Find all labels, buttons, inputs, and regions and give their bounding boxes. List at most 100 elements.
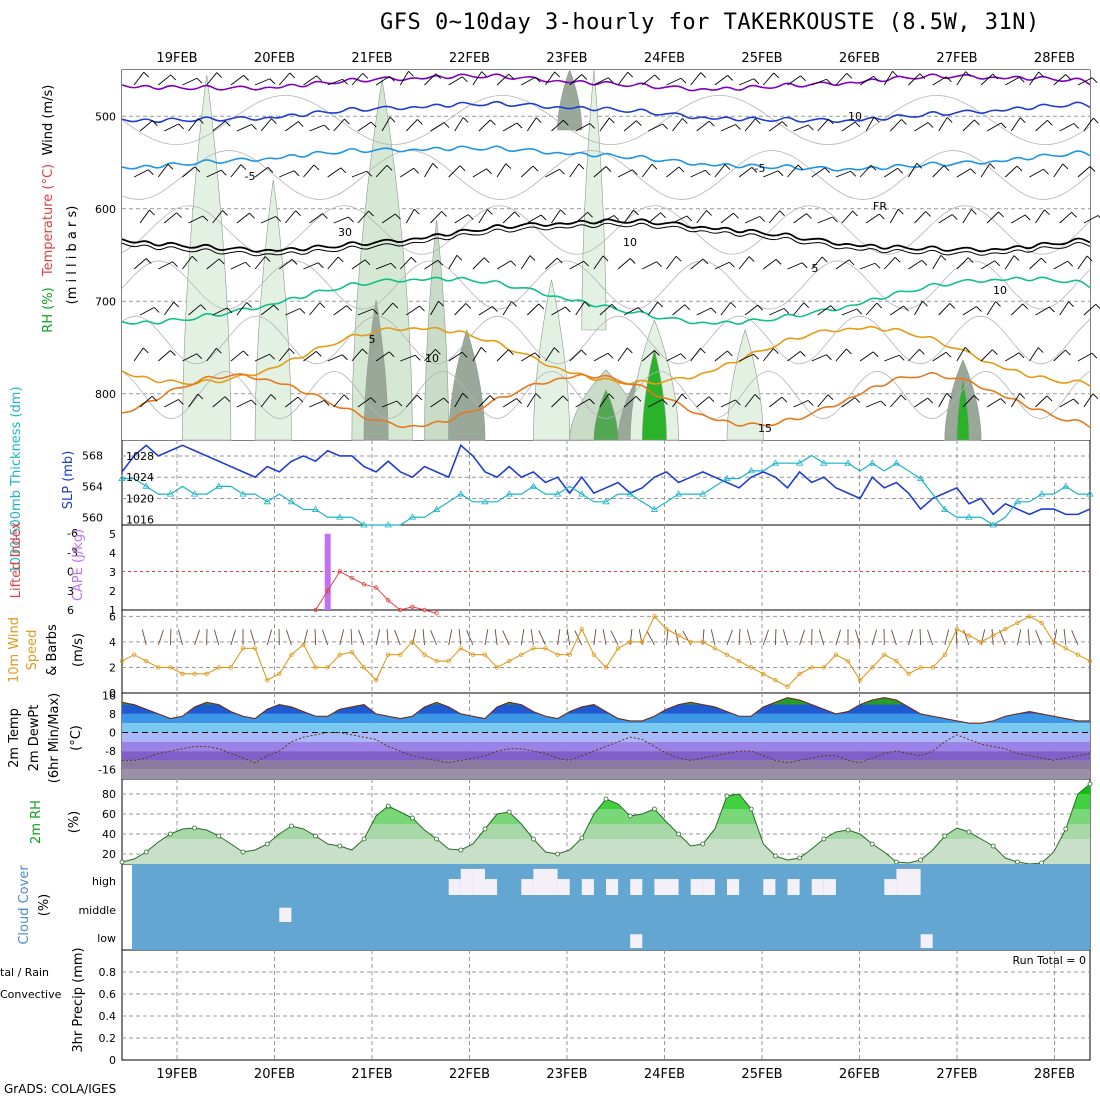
wind-barb-flag (735, 124, 741, 130)
date-label-top: 23FEB (546, 51, 587, 66)
wind-barb (333, 216, 349, 224)
wind-barb (381, 116, 391, 132)
wind-barb-flag (316, 75, 322, 82)
rh-marker (652, 806, 657, 812)
rh-marker (506, 809, 512, 815)
wind-barb-flag (1089, 166, 1096, 172)
wind-barb (230, 164, 242, 178)
wind10-barb (871, 629, 878, 646)
wind-barb (1029, 168, 1044, 178)
wind-barb-flag (410, 256, 417, 263)
wind-barb-flag (651, 163, 658, 170)
ylabel-cape: CAPE (J/kg) (71, 529, 86, 601)
wind-barb (744, 304, 758, 316)
wind-barb-flag (563, 119, 569, 126)
wind-barb (841, 210, 853, 224)
wind-barb (714, 350, 728, 362)
wind-barb-flag (897, 208, 904, 215)
wind-barb-flag (170, 350, 176, 356)
wind10-barb (169, 628, 172, 646)
rh-marker (579, 835, 585, 841)
wind10-barb (141, 629, 147, 646)
wind-barb-flag (271, 118, 277, 125)
wind-barb-flag (589, 398, 595, 405)
wind-barb-flag (633, 209, 639, 216)
wind-barb (617, 258, 631, 270)
wind-barb (478, 119, 491, 132)
wind-barb (575, 123, 591, 132)
wind-barb (279, 170, 295, 178)
wind-barb-flag (170, 74, 177, 81)
wind-barb-flag (1000, 122, 1007, 129)
wind-barb-flag (264, 256, 271, 262)
rh-marker (288, 823, 294, 829)
wind-barb-flag (821, 256, 828, 263)
wind10-marker (688, 639, 693, 645)
wind-barb (206, 169, 222, 178)
wind10-marker (301, 642, 306, 647)
wind-barb-flag (682, 118, 688, 124)
cloud-level-label: high (92, 875, 116, 888)
wind-barb-flag (1047, 119, 1053, 126)
wind-barb-flag (240, 164, 247, 170)
wind-barb-flag (808, 124, 814, 131)
wind-barb-flag (748, 256, 755, 262)
wind-barb (182, 255, 193, 270)
wind10-marker (410, 639, 415, 645)
wind-barb-flag (295, 210, 301, 217)
wind-barb-flag (200, 304, 207, 311)
wind-barb-flag (974, 119, 980, 126)
wind-barb (279, 259, 293, 270)
li-marker (349, 575, 355, 581)
contour-label: 5 (812, 262, 819, 275)
wind-barb-flag (848, 259, 855, 266)
wind-barb-flag (297, 121, 304, 127)
wind10-marker (1075, 652, 1081, 657)
wind-barb-flag (777, 170, 784, 177)
wind10-barb (1027, 629, 1030, 646)
precip-panel: 0.8 0.6 0.4 0.2 0 Run Total = 0 (99, 954, 1090, 1067)
wind-barb (188, 393, 199, 408)
wind-barb (236, 124, 252, 132)
wind-barb-flag (1040, 257, 1047, 264)
wind-barb (666, 166, 680, 178)
wind-barb (1005, 76, 1020, 86)
ylabel-thickness: 1000-500mb Thickness (dm) (9, 386, 24, 573)
wind-barb-flag (945, 351, 952, 358)
wind-barb-flag (492, 306, 498, 312)
wind-barb (962, 306, 977, 316)
wind-barb-flag (773, 72, 780, 79)
wind-barb (986, 301, 996, 316)
wind-barb-flag (191, 255, 198, 262)
grads-credit: GrADS: COLA/IGES (4, 1082, 117, 1096)
wind10-barb (746, 629, 752, 646)
wind-barb (817, 118, 829, 132)
wind-barb (575, 398, 590, 408)
temp-ytick: 0 (109, 727, 116, 740)
wind-barb-flag (413, 208, 420, 215)
wind10-barb (927, 629, 934, 646)
ylabel-temp: Temperature (°C) (41, 164, 56, 277)
wind-barb (962, 209, 972, 224)
wind-barb (351, 170, 367, 178)
wind-barb-flag (680, 77, 687, 84)
wind-barb (932, 255, 942, 270)
wind10-barb (602, 629, 607, 646)
wind-barb-flag (925, 211, 931, 217)
wind-barb (454, 117, 464, 132)
wind-barb-flag (348, 216, 354, 223)
wind10-barb (213, 629, 220, 646)
wind-barb-flag (852, 210, 858, 217)
wind-barb (841, 121, 856, 132)
wind-barb-flag (243, 75, 249, 81)
wind-barb-flag (800, 75, 806, 82)
cloud-block-high (787, 879, 800, 895)
thickness-marker (481, 498, 489, 505)
temp-contour-purple (121, 73, 1091, 92)
wind10-marker (736, 658, 742, 664)
wind-barb (357, 121, 372, 132)
wind-barb-flag (197, 393, 204, 400)
wind-barb-flag (1068, 301, 1074, 308)
wind10-line (121, 615, 1091, 688)
wind-barb (212, 396, 226, 408)
